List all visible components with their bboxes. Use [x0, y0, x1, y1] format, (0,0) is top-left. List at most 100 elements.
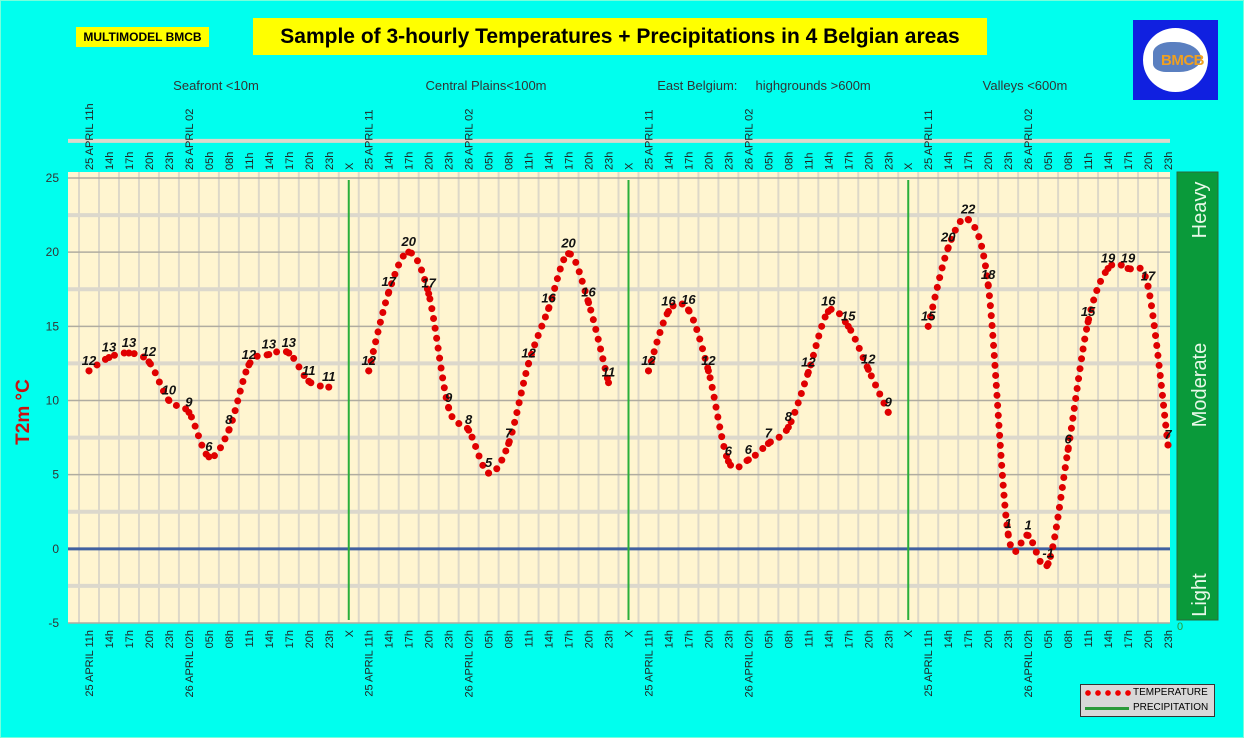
x-tick-label-bottom: 20h: [144, 630, 156, 648]
x-tick-label-bottom: 17h: [404, 630, 416, 648]
data-label: 17: [421, 276, 436, 291]
x-tick-label-bottom: X: [903, 629, 915, 637]
x-tick-label-top: 20h: [863, 152, 875, 170]
temperature-point: [1044, 560, 1052, 568]
y-axis-label: T2m °C: [13, 379, 34, 445]
x-tick-label-bottom: 11h: [524, 630, 536, 648]
y-tick-label: 20: [46, 245, 60, 259]
data-label: 10: [162, 383, 177, 398]
y-tick-label: -5: [48, 616, 59, 630]
area-title: Seafront <10m: [173, 78, 259, 93]
data-label: 19: [1121, 250, 1136, 265]
x-tick-label-bottom: 17h: [124, 630, 136, 648]
x-tick-label-top: X: [624, 162, 636, 170]
temperature-point: [1164, 441, 1172, 449]
x-tick-label-bottom: 23h: [723, 630, 735, 648]
data-label: 9: [185, 394, 193, 409]
x-tick-label-bottom: 17h: [564, 630, 576, 648]
belgium-map-icon: [1153, 42, 1201, 72]
temperature-point: [664, 308, 672, 315]
data-label: 15: [841, 308, 856, 323]
x-tick-label-top: 14h: [823, 152, 835, 170]
x-tick-label-top: 26 APRIL 02: [184, 109, 196, 170]
temperature-point: [744, 456, 752, 464]
x-tick-label-bottom: 08h: [504, 630, 516, 648]
x-tick-label-top: 11h: [803, 152, 815, 170]
x-tick-label-top: 25 APRIL 11: [364, 109, 376, 170]
top-category-labels: 25 APRIL 11h 14h 17h 20h 23h 26 APRIL 02 05h 08…: [84, 103, 1175, 170]
x-tick-label-top: 26 APRIL 02: [1023, 109, 1035, 170]
data-label: 1: [1025, 517, 1032, 532]
temperature-point: [285, 349, 293, 357]
y-tick-label: 5: [52, 468, 59, 482]
x-tick-label-bottom: 14h: [264, 630, 276, 648]
data-label: 22: [960, 202, 976, 217]
temperature-point: [205, 453, 213, 461]
x-tick-label-top: 20h: [144, 152, 156, 170]
temperature-point: [644, 367, 652, 375]
temperature-point: [225, 426, 233, 434]
temperature-point: [1024, 531, 1032, 539]
data-label: 6: [745, 442, 753, 457]
x-tick-label-top: 23h: [883, 152, 895, 170]
x-tick-label-bottom: 25 APRIL 11h: [84, 630, 96, 697]
temperature-point: [1064, 445, 1072, 453]
data-label: 16: [661, 294, 676, 309]
data-label: 19: [1101, 250, 1116, 265]
temperature-point: [1084, 318, 1092, 326]
temperature-point: [724, 457, 732, 465]
x-tick-label-top: 17h: [1123, 152, 1135, 170]
x-tick-label-top: 14h: [663, 152, 675, 170]
data-label: 16: [581, 285, 596, 300]
x-tick-label-top: 17h: [284, 152, 296, 170]
x-tick-label-bottom: 14h: [823, 630, 835, 648]
data-label: 7: [765, 426, 773, 441]
temperature-point: [105, 353, 113, 361]
intensity-zero-label: 0: [1177, 621, 1183, 633]
area-title: Valleys <600m: [983, 78, 1068, 93]
temperature-point: [245, 361, 253, 369]
x-tick-label-top: 20h: [703, 152, 715, 170]
x-tick-label-top: 20h: [1143, 152, 1155, 170]
data-label: 8: [225, 412, 233, 427]
area-title: Central Plains<100m: [425, 78, 546, 93]
legend: TEMPERATURE PRECIPITATION: [1080, 684, 1215, 717]
x-tick-label-top: 11h: [1083, 152, 1095, 170]
x-tick-label-top: 25 APRIL 11: [643, 109, 655, 170]
x-tick-label-bottom: 14h: [544, 630, 556, 648]
temperature-point: [305, 377, 313, 385]
x-tick-label-bottom: 20h: [584, 630, 596, 648]
model-badge: MULTIMODEL BMCB: [76, 27, 209, 47]
data-label: 7: [1164, 427, 1172, 442]
x-tick-label-top: 23h: [604, 152, 616, 170]
x-tick-label-bottom: 14h: [104, 630, 116, 648]
x-tick-label-bottom: X: [344, 629, 356, 637]
temperature-point: [1004, 530, 1012, 538]
x-tick-label-top: 14h: [1103, 152, 1115, 170]
x-tick-label-bottom: 25 APRIL 11h: [923, 630, 935, 697]
temperature-point: [1124, 264, 1132, 272]
area-title: East Belgium: highgrounds >600m: [657, 78, 871, 93]
x-tick-label-top: 17h: [683, 152, 695, 170]
x-tick-label-bottom: 11h: [803, 630, 815, 648]
temperature-point: [764, 440, 772, 448]
temperature-point: [784, 423, 792, 431]
x-tick-label-bottom: 11h: [244, 630, 256, 648]
x-tick-label-bottom: 17h: [963, 630, 975, 648]
temperature-point: [125, 349, 133, 357]
temperature-point: [565, 250, 573, 258]
x-tick-label-top: 17h: [124, 152, 136, 170]
temperature-point: [485, 469, 493, 477]
x-tick-label-top: 05h: [763, 152, 775, 170]
x-tick-label-bottom: 26 APRIL 02h: [464, 630, 476, 697]
x-tick-label-top: 17h: [843, 152, 855, 170]
data-label: 12: [142, 344, 157, 359]
data-label: 12: [82, 353, 97, 368]
x-tick-label-top: 20h: [424, 152, 436, 170]
x-tick-label-bottom: 05h: [484, 630, 496, 648]
x-tick-label-top: 14h: [264, 152, 276, 170]
x-tick-label-bottom: 25 APRIL 11h: [643, 630, 655, 697]
x-tick-label-top: 23h: [1163, 152, 1175, 170]
data-label: 12: [521, 345, 536, 360]
